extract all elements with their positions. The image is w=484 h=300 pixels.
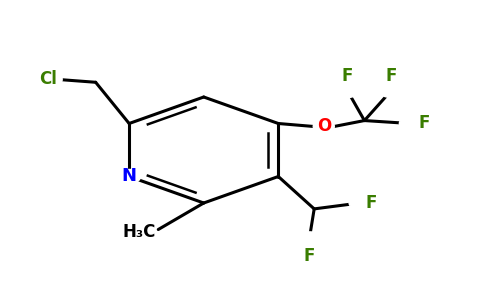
Text: F: F [419,115,430,133]
Text: H₃C: H₃C [122,224,156,242]
Circle shape [399,117,421,130]
Circle shape [118,169,141,184]
Circle shape [313,120,334,133]
Circle shape [299,232,320,245]
Circle shape [349,196,370,209]
Text: F: F [385,67,396,85]
Circle shape [33,70,62,88]
Text: F: F [304,247,315,265]
Circle shape [337,85,358,98]
Text: Cl: Cl [39,70,57,88]
Text: O: O [317,117,331,135]
Text: F: F [366,194,378,212]
Text: F: F [342,67,353,85]
Text: N: N [121,167,136,185]
Circle shape [380,85,401,98]
